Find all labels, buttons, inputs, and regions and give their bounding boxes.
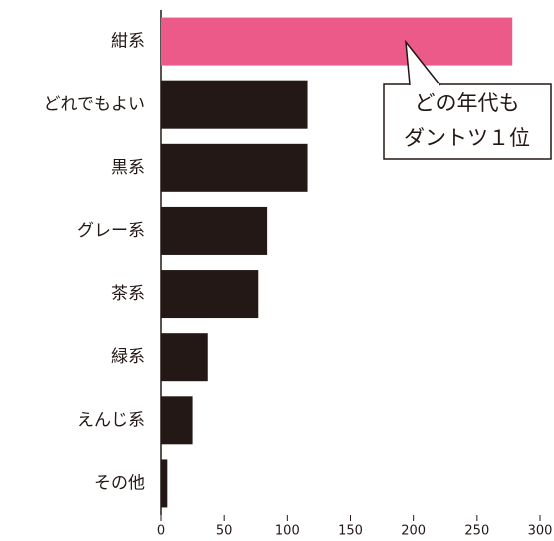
callout-line: ダントツ１位 [404, 126, 530, 150]
chart: 0 50 100 150 200 250 300 紺系どれでもよい黒系グレー系茶系緑系えんじ系… [0, 0, 554, 541]
bar [161, 18, 512, 66]
y-tick-label: 紺系 [111, 32, 145, 52]
callout-line: どの年代も [415, 91, 520, 115]
bar [161, 81, 308, 129]
bar [161, 333, 208, 381]
y-tick-label: その他 [94, 473, 145, 493]
y-tick-label: どれでもよい [44, 95, 146, 115]
x-tick-label: 50 [216, 524, 233, 539]
bar [161, 270, 258, 318]
y-tick-label: えんじ系 [77, 410, 145, 430]
x-tick-label: 200 [401, 524, 426, 539]
x-tick-label: 300 [528, 524, 553, 539]
x-tick-label: 0 [157, 524, 165, 539]
y-tick-label: 茶系 [111, 284, 145, 304]
bar [161, 396, 193, 444]
bar [161, 459, 167, 507]
y-tick-label: 黒系 [111, 158, 145, 178]
y-tick-label: 緑系 [111, 347, 145, 367]
x-tick-label: 250 [464, 524, 489, 539]
bar [161, 207, 267, 255]
bar [161, 144, 308, 192]
x-tick-label: 100 [275, 524, 300, 539]
x-tick-label: 150 [338, 524, 363, 539]
y-tick-label: グレー系 [77, 221, 145, 241]
